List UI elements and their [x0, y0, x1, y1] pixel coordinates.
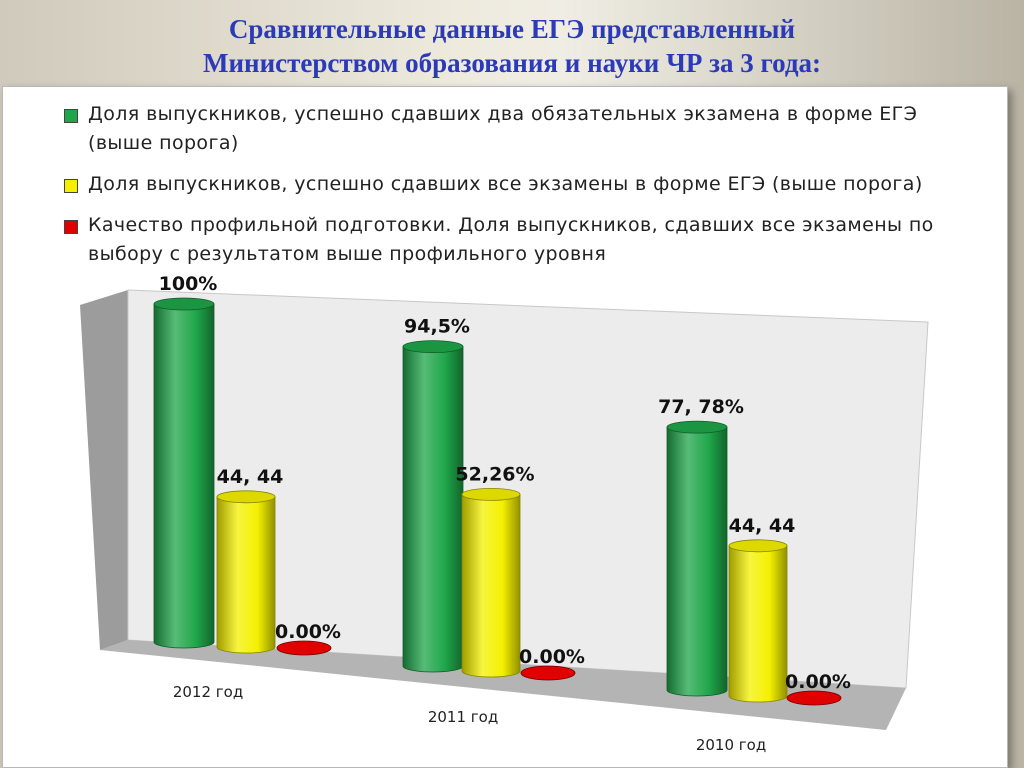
legend-label-red: Качество профильной подготовки. Доля вып…	[88, 214, 934, 265]
chart-legend: Доля выпускников, успешно сдавших два об…	[60, 100, 980, 281]
bar-green-3-body	[666, 426, 728, 697]
legend-swatch-red	[64, 220, 78, 234]
bar-red-2-disc	[520, 665, 576, 681]
bar-yellow-2	[461, 487, 521, 678]
data-label-red-3: 0.00%	[785, 671, 851, 693]
bar-yellow-3	[728, 539, 788, 703]
bar-yellow-1	[216, 490, 276, 654]
legend-swatch-yellow	[64, 179, 78, 193]
data-label-red-2: 0.00%	[519, 646, 585, 668]
chart-3d-walls	[80, 289, 929, 730]
legend-swatch-green	[64, 109, 78, 123]
bar-yellow-3-top	[728, 539, 788, 553]
bar-yellow-1-top	[216, 490, 276, 504]
bar-yellow-1-body	[216, 496, 276, 654]
legend-label-yellow: Доля выпускников, успешно сдавших все эк…	[88, 173, 923, 195]
slide-title-line-2: Министерством образования и науки ЧР за …	[203, 48, 821, 78]
bar-green-3	[666, 420, 728, 697]
legend-item-red: Качество профильной подготовки. Доля вып…	[60, 211, 980, 269]
slide-title-line-1: Сравнительные данные ЕГЭ представленный	[228, 14, 796, 44]
bar-red-1	[276, 640, 332, 656]
bar-yellow-2-top	[461, 487, 521, 501]
bar-green-1-top	[153, 297, 215, 311]
chart-data-labels: 100% 44, 44 0.00% 94,5% 52,26% 0.00% 77, 78% 44…	[159, 273, 851, 693]
bar-green-1-body	[153, 303, 215, 649]
chart-floor	[100, 640, 906, 730]
data-label-yellow-1: 44, 44	[217, 466, 284, 488]
legend-item-yellow: Доля выпускников, успешно сдавших все эк…	[60, 170, 980, 199]
data-label-green-1: 100%	[159, 273, 218, 295]
slide-title: Сравнительные данные ЕГЭ представленный …	[0, 12, 1024, 80]
bar-green-2-body	[402, 346, 464, 673]
data-label-yellow-2: 52,26%	[455, 463, 534, 485]
bar-yellow-3-body	[728, 545, 788, 703]
bar-green-1	[153, 297, 215, 649]
legend-label-green: Доля выпускников, успешно сдавших два об…	[88, 103, 918, 154]
category-label-1: 2012 год	[173, 683, 243, 701]
data-label-red-1: 0.00%	[275, 621, 341, 643]
data-label-green-3: 77, 78%	[658, 396, 744, 418]
bar-red-3	[786, 690, 842, 706]
bar-yellow-2-body	[461, 493, 521, 678]
data-label-yellow-3: 44, 44	[729, 515, 796, 537]
legend-item-green: Доля выпускников, успешно сдавших два об…	[60, 100, 980, 158]
bar-red-1-disc	[276, 640, 332, 656]
category-label-2: 2011 год	[428, 708, 498, 726]
bar-green-3-top	[666, 420, 728, 434]
chart-side-wall	[80, 290, 128, 650]
chart-category-labels: 2012 год 2011 год 2010 год	[173, 683, 766, 754]
bar-green-2	[402, 340, 464, 673]
bar-red-3-disc	[786, 690, 842, 706]
bar-green-2-top	[402, 340, 464, 353]
bar-red-2	[520, 665, 576, 681]
data-label-green-2: 94,5%	[404, 316, 470, 338]
chart-bars	[153, 297, 842, 706]
category-label-3: 2010 год	[696, 736, 766, 754]
